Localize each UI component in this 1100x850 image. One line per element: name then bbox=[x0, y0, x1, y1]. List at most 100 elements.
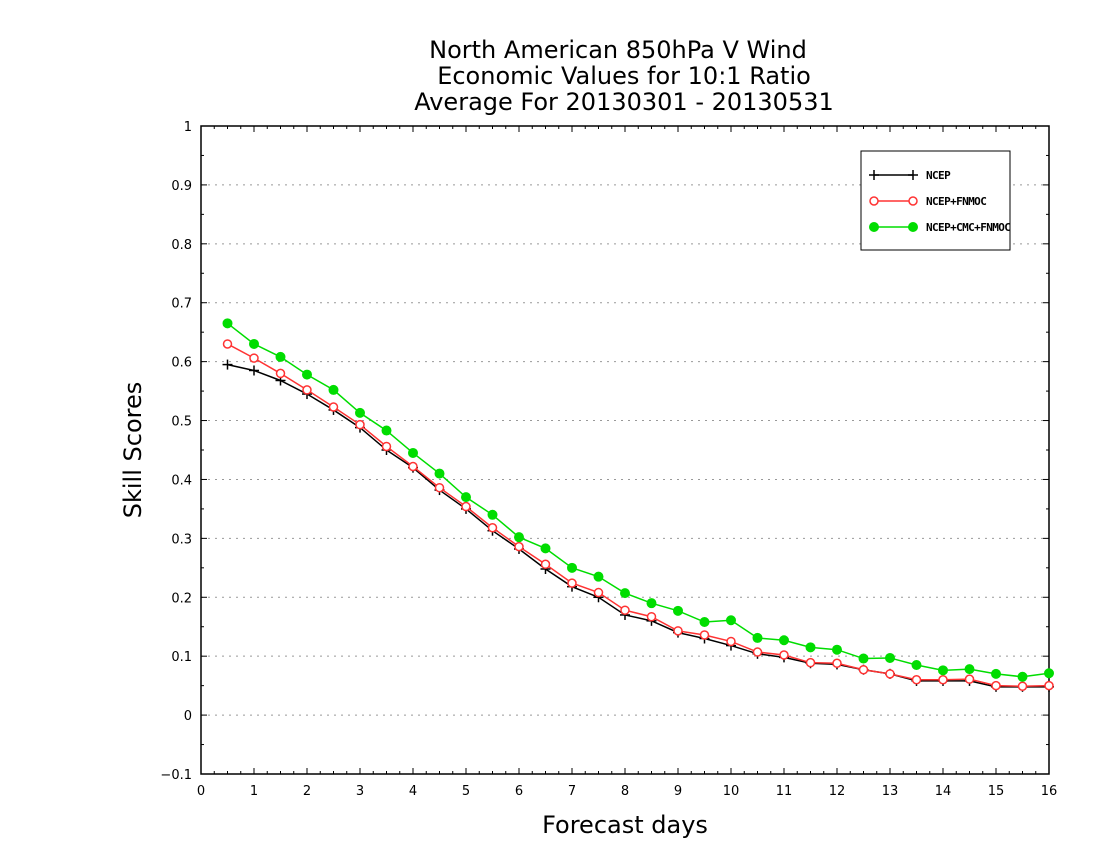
data-point bbox=[832, 644, 842, 655]
data-point bbox=[487, 509, 498, 520]
chart-title-line-3: Average For 20130301 - 20130531 bbox=[414, 88, 834, 116]
data-point bbox=[567, 562, 577, 573]
data-point bbox=[567, 578, 577, 588]
data-point bbox=[991, 680, 1001, 691]
data-point bbox=[540, 559, 551, 570]
data-point bbox=[434, 468, 445, 479]
data-point bbox=[222, 359, 233, 370]
y-tick-label: 0.5 bbox=[171, 415, 192, 430]
data-point bbox=[779, 635, 789, 646]
data-point bbox=[752, 632, 763, 643]
data-point bbox=[540, 543, 551, 554]
series-ncep bbox=[222, 359, 1054, 692]
axis-ticks bbox=[200, 125, 1050, 775]
data-point bbox=[249, 338, 259, 349]
y-tick-label: 1 bbox=[184, 120, 192, 135]
data-point bbox=[461, 501, 471, 512]
x-axis-label: Forecast days bbox=[542, 811, 708, 839]
legend-marker bbox=[869, 222, 879, 232]
legend-item: NCEP bbox=[869, 169, 952, 182]
y-axis-tick-labels: −0.1 0 0.1 0.2 0.3 0.4 0.5 0.6 0.7 0.8 0.9 1 bbox=[160, 120, 192, 783]
data-point bbox=[408, 447, 418, 458]
chart-title-line-2: Economic Values for 10:1 Ratio bbox=[437, 62, 811, 90]
data-point bbox=[752, 647, 763, 657]
data-point bbox=[593, 587, 604, 598]
series-line bbox=[227, 322, 1050, 678]
x-axis-tick-labels: 0 1 2 3 4 5 6 7 8 9 10 11 12 13 14 15 16 bbox=[197, 784, 1057, 799]
x-tick-label: 10 bbox=[723, 784, 740, 799]
data-point bbox=[620, 588, 630, 599]
data-point bbox=[938, 674, 948, 685]
legend-item: NCEP+CMC+FNMOC bbox=[869, 221, 1011, 234]
data-point bbox=[964, 664, 975, 675]
data-point bbox=[779, 650, 789, 660]
y-tick-label: 0.7 bbox=[171, 297, 192, 312]
legend-label: NCEP+FNMOC bbox=[926, 195, 986, 208]
x-tick-label: 1 bbox=[250, 784, 258, 799]
data-point bbox=[1044, 668, 1054, 679]
data-point bbox=[699, 617, 710, 628]
x-tick-label: 12 bbox=[829, 784, 846, 799]
legend: NCEP NCEP+FNMOC NCEP+CMC+FNMOC bbox=[860, 150, 1011, 251]
x-tick-label: 11 bbox=[776, 784, 793, 799]
data-point bbox=[885, 652, 895, 663]
chart-title: North American 850hPa V Wind Economic Va… bbox=[414, 36, 834, 116]
legend-marker bbox=[869, 196, 879, 206]
data-point bbox=[593, 571, 604, 582]
data-point bbox=[991, 668, 1001, 679]
data-point bbox=[858, 653, 869, 664]
data-point bbox=[938, 665, 948, 676]
data-point bbox=[646, 611, 657, 622]
data-point bbox=[328, 402, 339, 412]
y-tick-label: 0.3 bbox=[171, 532, 192, 547]
series-line bbox=[227, 363, 1049, 688]
data-point bbox=[434, 482, 445, 493]
x-tick-label: 8 bbox=[621, 784, 629, 799]
data-point bbox=[275, 368, 286, 379]
data-point bbox=[1017, 671, 1028, 682]
legend-marker bbox=[869, 170, 879, 180]
x-tick-label: 13 bbox=[882, 784, 899, 799]
data-point bbox=[302, 369, 312, 380]
data-point bbox=[487, 523, 498, 533]
legend-marker bbox=[908, 222, 918, 232]
data-point bbox=[514, 541, 524, 552]
legend-marker bbox=[908, 196, 918, 206]
data-series bbox=[222, 318, 1054, 692]
x-tick-label: 15 bbox=[988, 784, 1005, 799]
data-point bbox=[620, 605, 630, 615]
y-tick-label: 0.2 bbox=[171, 591, 192, 606]
data-point bbox=[302, 385, 312, 395]
y-axis-label: Skill Scores bbox=[119, 382, 147, 519]
data-point bbox=[911, 674, 922, 685]
y-tick-label: −0.1 bbox=[160, 768, 192, 783]
data-point bbox=[726, 636, 736, 647]
series-ncep-cmc-fnmoc bbox=[222, 318, 1054, 682]
series-line bbox=[227, 343, 1050, 687]
data-point bbox=[222, 339, 233, 349]
data-point bbox=[699, 630, 710, 640]
data-point bbox=[328, 384, 339, 395]
data-point bbox=[1017, 681, 1028, 691]
data-point bbox=[249, 353, 259, 363]
y-tick-label: 0.1 bbox=[171, 650, 192, 665]
data-point bbox=[646, 598, 657, 609]
x-tick-label: 14 bbox=[935, 784, 952, 799]
data-point bbox=[355, 419, 365, 430]
x-tick-label: 2 bbox=[303, 784, 311, 799]
legend-marker bbox=[908, 170, 918, 180]
y-tick-label: 0.6 bbox=[171, 356, 192, 371]
legend-label: NCEP bbox=[926, 169, 951, 182]
data-point bbox=[964, 674, 975, 684]
x-tick-label: 3 bbox=[356, 784, 364, 799]
data-point bbox=[514, 532, 524, 543]
x-tick-label: 7 bbox=[568, 784, 576, 799]
data-point bbox=[355, 407, 365, 418]
data-point bbox=[832, 658, 842, 669]
x-tick-label: 9 bbox=[674, 784, 682, 799]
chart-title-line-1: North American 850hPa V Wind bbox=[429, 36, 807, 64]
y-tick-label: 0 bbox=[184, 709, 192, 724]
data-point bbox=[408, 461, 418, 472]
data-point bbox=[885, 669, 895, 679]
data-point bbox=[673, 626, 683, 636]
